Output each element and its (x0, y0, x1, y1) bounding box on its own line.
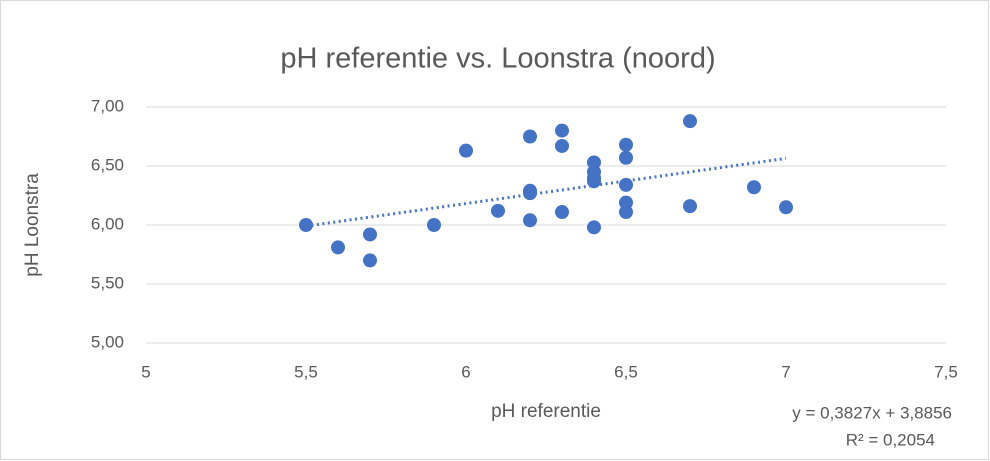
point (427, 218, 441, 232)
point (683, 114, 697, 129)
point (619, 137, 633, 152)
point (587, 174, 601, 189)
x-tick-label: 7 (781, 362, 790, 381)
point (363, 227, 377, 242)
point (555, 205, 569, 220)
point (587, 220, 601, 235)
point (555, 123, 569, 138)
trendline-equation: y = 0,3827x + 3,8856 (792, 403, 952, 422)
point (619, 205, 633, 220)
trendline-r2: R² = 0,2054 (846, 430, 935, 449)
point (523, 186, 537, 201)
y-tick-label: 7,00 (91, 96, 124, 115)
y-tick-label: 5,00 (91, 332, 124, 351)
point (619, 150, 633, 165)
trendline (305, 156, 787, 228)
x-axis-title: pH referentie (491, 401, 601, 422)
x-tick-label: 6,5 (614, 362, 638, 381)
x-tick-label: 6 (461, 362, 470, 381)
point (523, 129, 537, 144)
point (299, 218, 313, 232)
point (683, 199, 697, 214)
y-tick-label: 6,50 (91, 155, 124, 174)
point (523, 213, 537, 228)
point (779, 200, 793, 215)
point (619, 177, 633, 192)
x-tick-label: 5,5 (294, 362, 318, 381)
point (555, 138, 569, 153)
point (363, 253, 377, 268)
point (459, 143, 473, 158)
y-tick-label: 6,00 (91, 214, 124, 233)
point (747, 180, 761, 195)
point (491, 203, 505, 218)
y-tick-label: 5,50 (91, 273, 124, 292)
point (331, 240, 345, 255)
chart-title: pH referentie vs. Loonstra (noord) (280, 43, 715, 75)
x-tick-label: 7,5 (934, 362, 958, 381)
x-tick-label: 5 (141, 362, 150, 381)
y-axis-title: pH Loonstra (22, 173, 43, 277)
